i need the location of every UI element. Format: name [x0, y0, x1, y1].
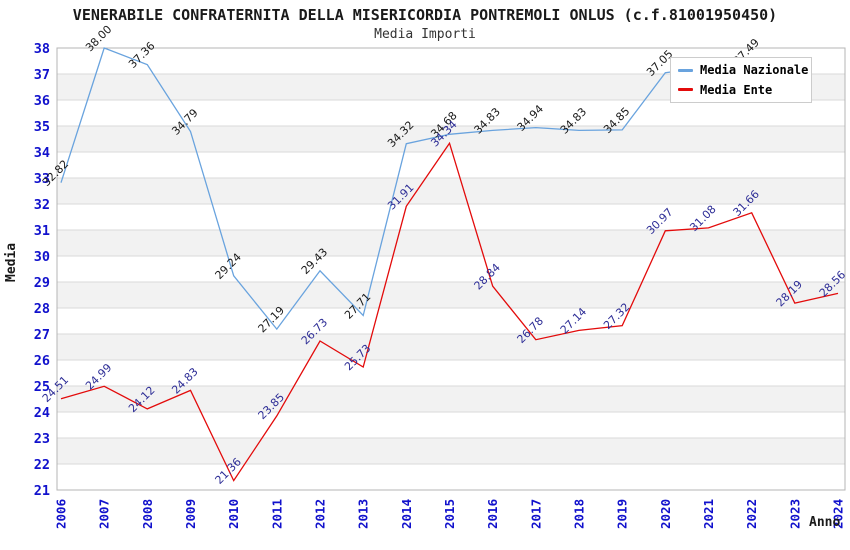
plot-stripe: [57, 178, 845, 204]
x-tick-label: 2018: [572, 499, 587, 529]
y-tick-label: 35: [34, 119, 50, 135]
point-label: 37.36: [126, 39, 157, 70]
y-tick-label: 31: [34, 223, 50, 239]
x-tick-label: 2024: [831, 499, 846, 529]
y-tick-label: 33: [34, 171, 50, 187]
x-tick-label: 2009: [183, 499, 198, 529]
legend-swatch-nazionale: [678, 68, 693, 72]
x-tick-label: 2022: [744, 499, 759, 529]
x-tick-label: 2023: [787, 499, 802, 529]
legend-item-media-ente: Media Ente: [678, 83, 811, 97]
x-tick-label: 2021: [701, 499, 716, 529]
y-tick-label: 21: [34, 483, 50, 499]
x-tick-label: 2011: [269, 499, 284, 529]
legend-item-media-nazionale: Media Nazionale: [678, 63, 811, 77]
chart-title: VENERABILE CONFRATERNITA DELLA MISERICOR…: [72, 6, 778, 24]
y-tick-label: 24: [34, 405, 50, 421]
plot-stripe: [57, 230, 845, 256]
x-tick-label: 2017: [528, 499, 543, 529]
y-axis-title: Media: [4, 242, 19, 282]
x-tick-label: 2008: [140, 499, 155, 529]
y-tick-label: 34: [34, 145, 50, 161]
point-label: 31.08: [687, 203, 718, 234]
x-tick-label: 2016: [485, 499, 500, 529]
y-tick-label: 38: [34, 41, 50, 57]
legend-label-ente: Media Ente: [700, 82, 773, 97]
plot-stripe: [57, 438, 845, 464]
series-line-media-ente: [60, 141, 839, 482]
plot-border: [56, 47, 846, 491]
legend-label-nazionale: Media Nazionale: [700, 63, 809, 78]
legend: Media Nazionale Media Ente: [670, 57, 812, 103]
x-tick-label: 2013: [356, 499, 371, 529]
y-tick-label: 29: [34, 275, 50, 291]
chart-subtitle: Media Importi: [374, 27, 476, 42]
y-tick-label: 36: [34, 93, 50, 109]
x-tick-label: 2019: [615, 499, 630, 529]
plot-stripe: [57, 386, 845, 412]
y-tick-label: 28: [34, 301, 50, 317]
x-tick-label: 2020: [658, 499, 673, 529]
x-axis-title: Anno: [809, 515, 841, 530]
x-tick-label: 2006: [54, 499, 69, 529]
plot-stripe: [57, 334, 845, 360]
y-tick-label: 25: [34, 379, 50, 395]
y-tick-label: 23: [34, 431, 50, 447]
x-tick-label: 2014: [399, 499, 414, 529]
y-tick-label: 30: [34, 249, 50, 265]
x-tick-label: 2015: [442, 499, 457, 529]
x-tick-label: 2007: [97, 499, 112, 529]
plot-stripe: [57, 282, 845, 308]
y-tick-label: 32: [34, 197, 50, 213]
legend-swatch-ente: [678, 88, 693, 92]
series-line-media-nazionale: [60, 47, 752, 331]
y-tick-label: 22: [34, 457, 50, 473]
y-tick-label: 27: [34, 327, 50, 343]
y-tick-label: 37: [34, 67, 50, 83]
y-tick-label: 26: [34, 353, 50, 369]
x-tick-label: 2010: [226, 499, 241, 529]
x-tick-label: 2012: [313, 499, 328, 529]
